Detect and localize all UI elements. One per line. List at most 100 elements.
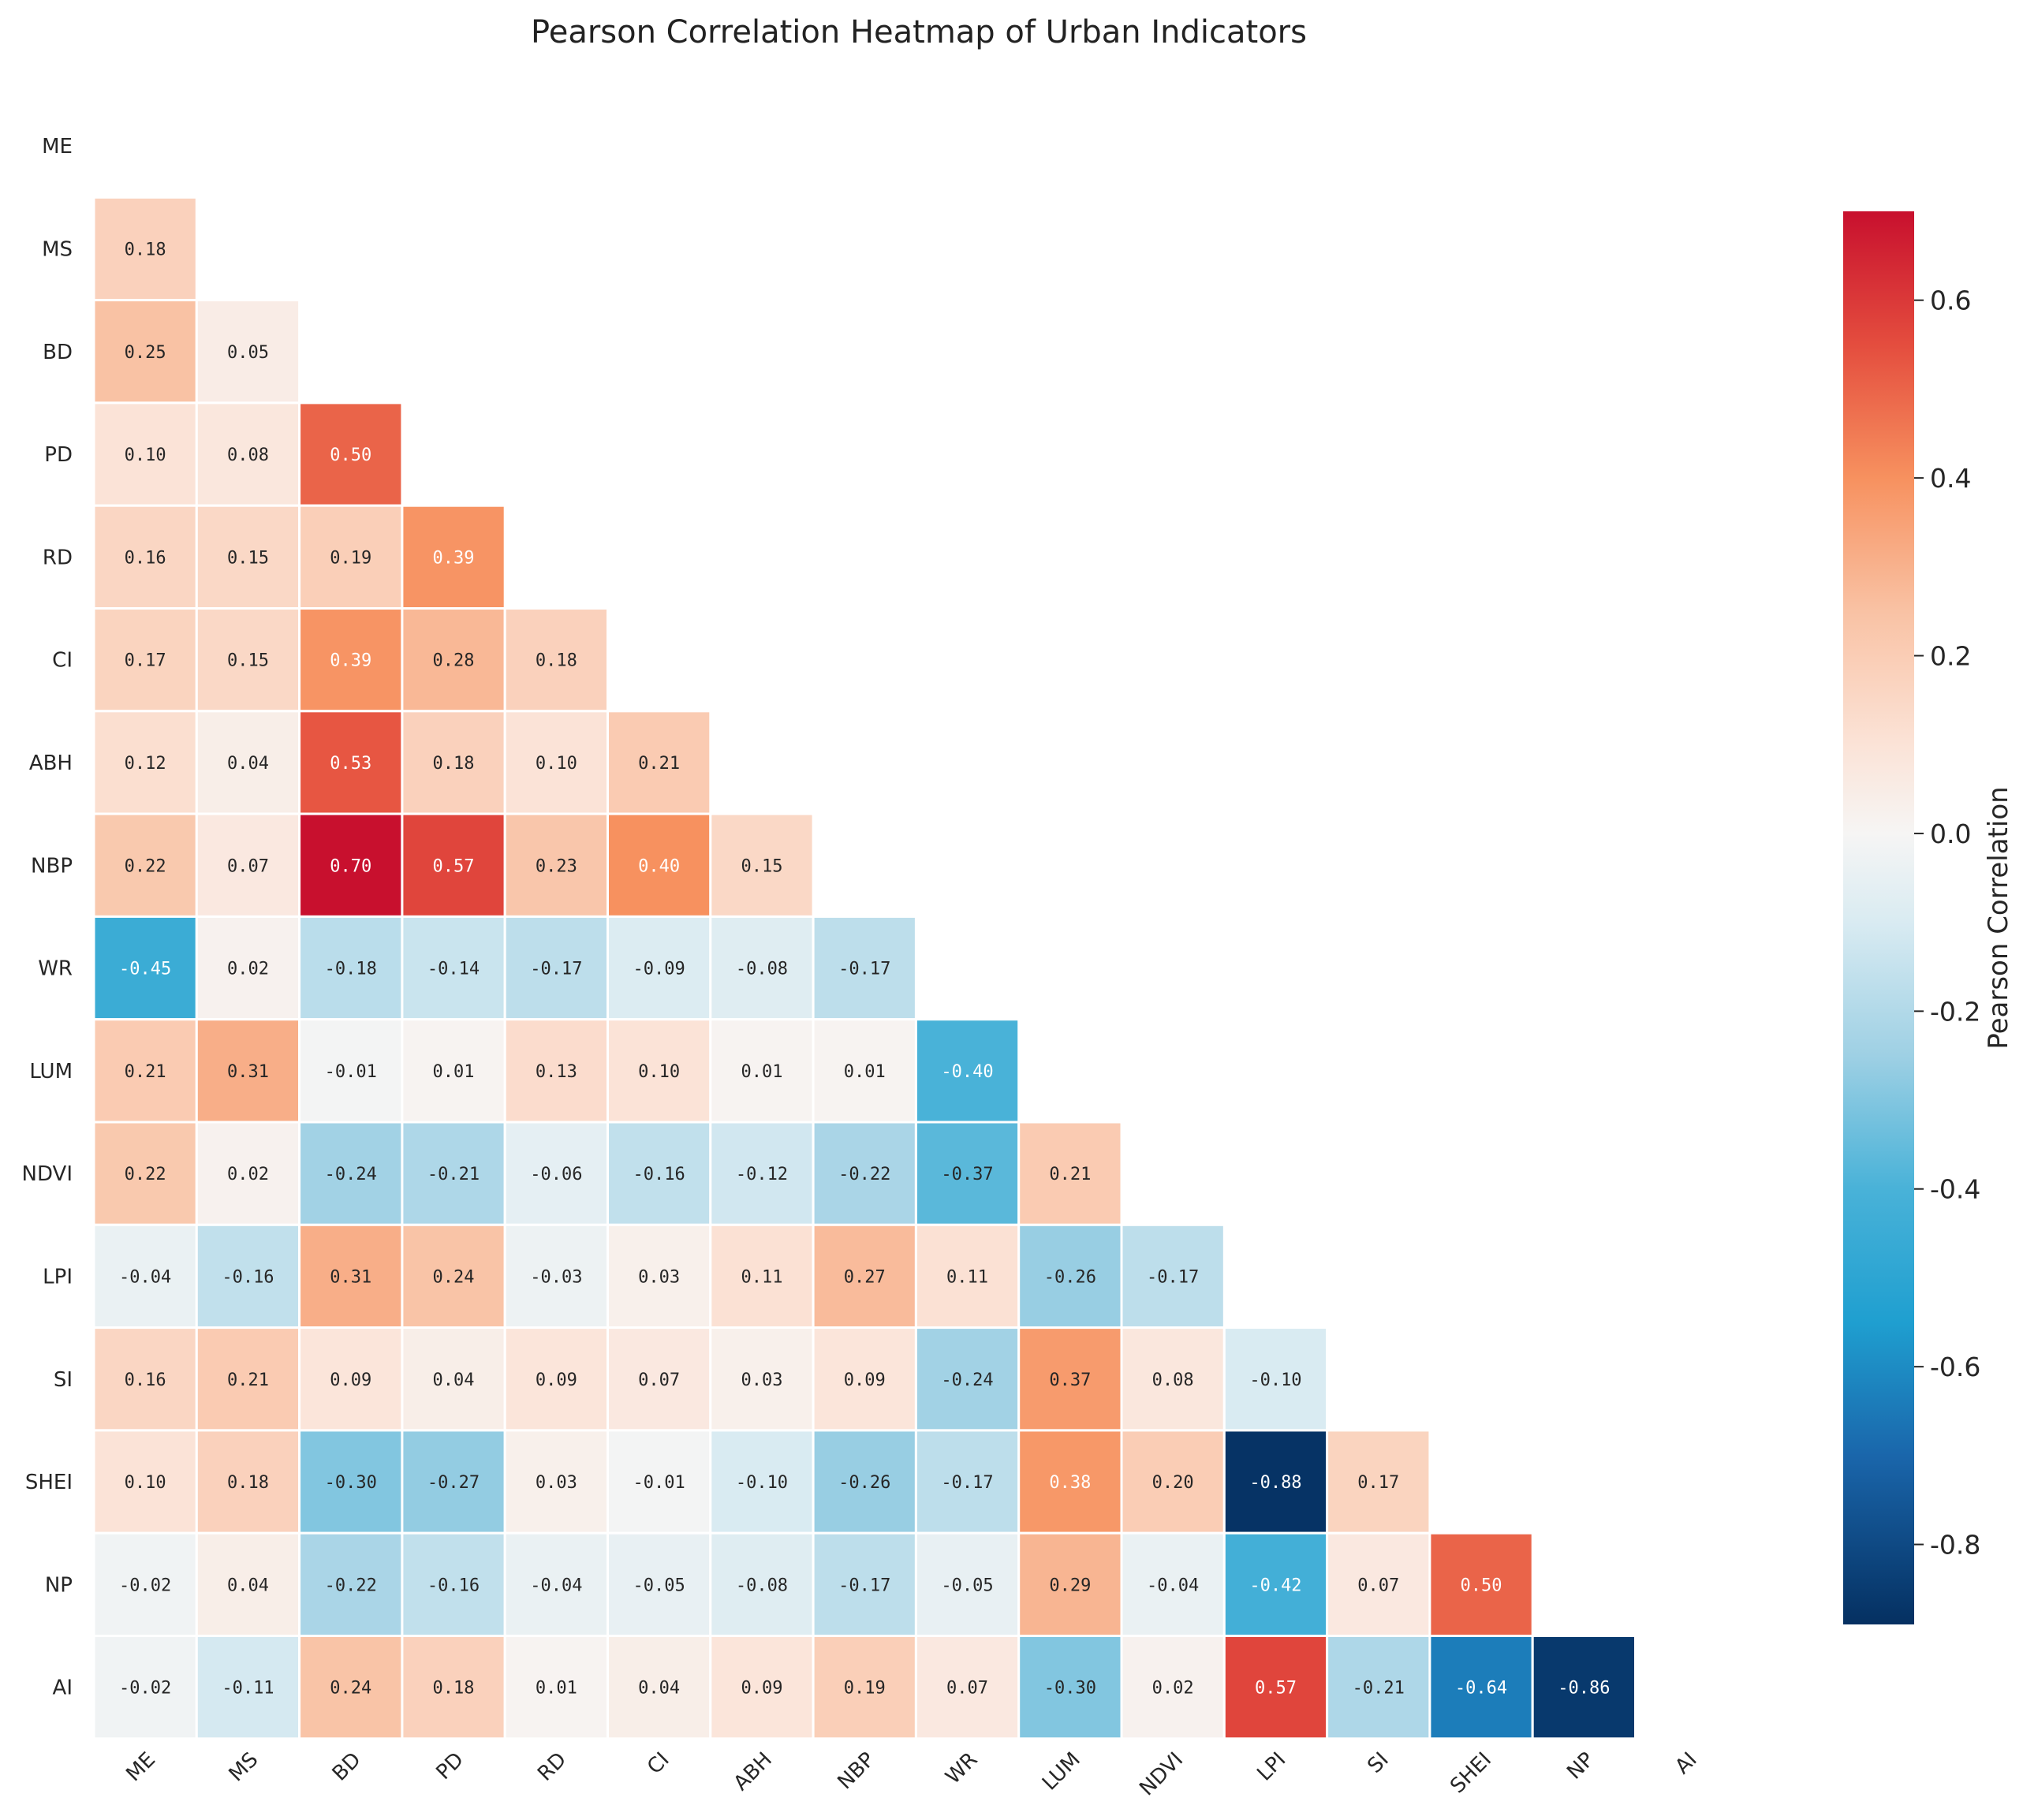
cell-value-label: 0.24 [433, 1267, 475, 1287]
cell-AI-MS [195, 1635, 301, 1740]
cell-value-label: -0.16 [222, 1267, 274, 1287]
heatmap-cell: 0.31 [195, 1018, 301, 1124]
heatmap-cell: 0.16 [92, 504, 198, 610]
cell-LUM-NBP [812, 1018, 917, 1124]
heatmap-cell: 0.03 [607, 1223, 712, 1330]
chart-title: Pearson Correlation Heatmap of Urban Ind… [531, 14, 1307, 50]
cell-SHEI-MS [195, 1429, 301, 1535]
cell-value-label: -0.22 [838, 1165, 890, 1184]
cell-NDVI-LUM [1017, 1121, 1123, 1226]
heatmap-cell: 0.27 [812, 1223, 917, 1330]
cell-value-label: 0.07 [638, 1371, 680, 1390]
heatmap-cell: 0.04 [195, 710, 301, 815]
heatmap-cell: -0.22 [298, 1531, 404, 1637]
colorbar-gradient [1843, 211, 1914, 1624]
cell-value-label: 0.12 [125, 754, 166, 774]
heatmap-cell: 0.11 [709, 1223, 815, 1330]
cell-LPI-PD [401, 1223, 506, 1330]
cell-value-label: -0.21 [427, 1165, 480, 1184]
cell-NBP-BD [298, 812, 404, 918]
heatmap-cell: -0.86 [1531, 1635, 1637, 1740]
cell-value-label: 0.28 [433, 651, 475, 671]
cell-value-label: -0.17 [838, 960, 890, 979]
heatmap-cell: 0.03 [503, 1429, 610, 1535]
heatmap-cell: 0.18 [401, 1635, 506, 1740]
row-label-WR: WR [38, 957, 73, 981]
cell-value-label: -0.02 [119, 1576, 171, 1595]
cell-LUM-RD [503, 1018, 610, 1124]
cell-value-label: 0.21 [638, 754, 680, 774]
cell-value-label: -0.01 [325, 1062, 377, 1082]
heatmap-cell: -0.45 [92, 915, 198, 1021]
heatmap-cell: -0.17 [812, 915, 917, 1021]
cell-value-label: 0.18 [433, 754, 475, 774]
cell-value-label: 0.08 [1152, 1371, 1194, 1390]
cell-value-label: -0.22 [325, 1576, 377, 1595]
row-label-ABH: ABH [29, 751, 73, 775]
row-label-RD: RD [43, 546, 73, 569]
heatmap-cell: -0.16 [195, 1223, 301, 1330]
cell-value-label: 0.20 [1152, 1473, 1194, 1493]
heatmap-cell: 0.57 [1222, 1635, 1329, 1740]
col-label-AI: AI [1670, 1748, 1701, 1779]
cell-value-label: 0.50 [1461, 1576, 1502, 1595]
heatmap-cell: -0.11 [195, 1635, 301, 1740]
heatmap-cell: -0.04 [92, 1223, 198, 1330]
heatmap-cell: -0.24 [914, 1326, 1021, 1432]
heatmap-cell: 0.10 [607, 1018, 712, 1124]
heatmap-cell: -0.26 [1017, 1223, 1123, 1330]
cell-SI-CI [607, 1326, 712, 1432]
cell-value-label: 0.01 [536, 1679, 577, 1699]
cell-value-label: 0.01 [741, 1062, 782, 1082]
cell-NP-WR [914, 1531, 1021, 1637]
cell-value-label: -0.16 [427, 1576, 480, 1595]
row-label-ME: ME [42, 135, 73, 159]
heatmap-cell: 0.18 [401, 710, 506, 815]
heatmap-cell: 0.09 [812, 1326, 917, 1432]
cell-value-label: 0.57 [1255, 1679, 1297, 1699]
cell-value-label: 0.25 [125, 343, 166, 363]
cell-NDVI-BD [298, 1121, 404, 1226]
y-axis-labels: ME MS BD PD RD CI ABH NBP WR LUM NDVI LPI SI SHEI NP AI [22, 135, 73, 1699]
cell-value-label: -0.08 [736, 960, 788, 979]
cell-SHEI-ME [92, 1429, 198, 1535]
heatmap-cell: 0.11 [914, 1223, 1021, 1330]
cell-SI-MS [195, 1326, 301, 1432]
cell-value-label: 0.02 [227, 960, 269, 979]
heatmap-cell: 0.01 [401, 1018, 506, 1124]
cell-value-label: -0.09 [633, 960, 685, 979]
cell-value-label: -0.26 [1044, 1267, 1096, 1287]
col-label-NBP: NBP [834, 1748, 880, 1795]
col-label-NDVI: NDVI [1135, 1748, 1188, 1801]
cell-AI-PD [401, 1635, 506, 1740]
heatmap-cell: -0.06 [503, 1121, 610, 1226]
heatmap-cell: 0.21 [92, 1018, 198, 1124]
heatmap-cell: 0.13 [503, 1018, 610, 1124]
cell-NBP-ABH [709, 812, 815, 918]
heatmap-cell: 0.08 [195, 401, 301, 507]
cell-value-label: 0.08 [227, 446, 269, 465]
heatmap-cell: 0.53 [298, 710, 404, 815]
heatmap-cell: -0.16 [607, 1121, 712, 1226]
heatmap-cell: -0.17 [1120, 1223, 1226, 1330]
cell-value-label: 0.19 [330, 548, 371, 568]
cell-NP-ABH [709, 1531, 815, 1637]
cell-WR-BD [298, 915, 404, 1021]
cell-value-label: 0.70 [330, 856, 371, 876]
cell-AI-NP [1531, 1635, 1637, 1740]
cell-value-label: -0.30 [325, 1473, 377, 1493]
cell-value-label: 0.10 [638, 1062, 680, 1082]
cell-SHEI-NBP [812, 1429, 917, 1535]
heatmap-cell: 0.05 [195, 299, 301, 405]
cell-value-label: 0.09 [536, 1371, 577, 1390]
cell-LPI-NBP [812, 1223, 917, 1330]
heatmap-cell: -0.17 [503, 915, 610, 1021]
cell-CI-PD [401, 607, 506, 713]
cell-value-label: -0.04 [530, 1576, 582, 1595]
cell-LUM-ABH [709, 1018, 815, 1124]
colorbar-tick-label: 0.4 [1930, 463, 1971, 494]
heatmap-cell: 0.04 [401, 1326, 506, 1432]
cell-CI-BD [298, 607, 404, 713]
heatmap-cell: -0.64 [1428, 1635, 1534, 1740]
row-label-AI: AI [53, 1676, 73, 1700]
